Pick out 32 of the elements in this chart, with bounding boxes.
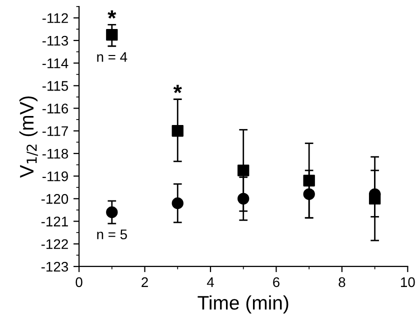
y-tick-label: -115 — [42, 81, 68, 91]
annotation: n = 4 — [97, 52, 128, 62]
x-tick-label: 4 — [206, 277, 214, 287]
x-tick-label: 2 — [142, 277, 148, 287]
x-tick-label: 0 — [76, 277, 82, 288]
point — [106, 206, 118, 218]
y-tick-label: -114 — [42, 58, 68, 68]
y-tick-label: -122 — [41, 239, 68, 249]
x-tick-label: 6 — [273, 277, 280, 288]
y-tick-label: -120 — [41, 194, 68, 204]
y-tick-label: -112 — [42, 13, 68, 23]
y-tick-label: -116 — [42, 104, 68, 114]
point — [238, 192, 250, 205]
x-tick-label: 8 — [338, 277, 346, 288]
point — [303, 188, 315, 200]
y-tick-label: -121 — [41, 216, 68, 226]
point — [172, 125, 184, 137]
y-tick-label: -113 — [42, 36, 68, 46]
y-tick-label: -119 — [42, 171, 68, 182]
y-tick-label: -118 — [42, 148, 68, 159]
y-tick-label: -117 — [42, 126, 68, 136]
annotation: * — [173, 84, 182, 94]
point — [106, 28, 118, 41]
annotation: * — [108, 10, 116, 19]
y-axis-title: V$_{1/2}$ (mV) — [19, 96, 38, 178]
point — [303, 174, 315, 186]
point — [238, 164, 250, 176]
point — [172, 197, 184, 210]
annotation: n = 5 — [97, 230, 127, 240]
x-axis-title: Time (min) — [198, 295, 288, 314]
x-tick-label: 10 — [401, 277, 415, 288]
y-tick-label: -123 — [41, 262, 68, 272]
